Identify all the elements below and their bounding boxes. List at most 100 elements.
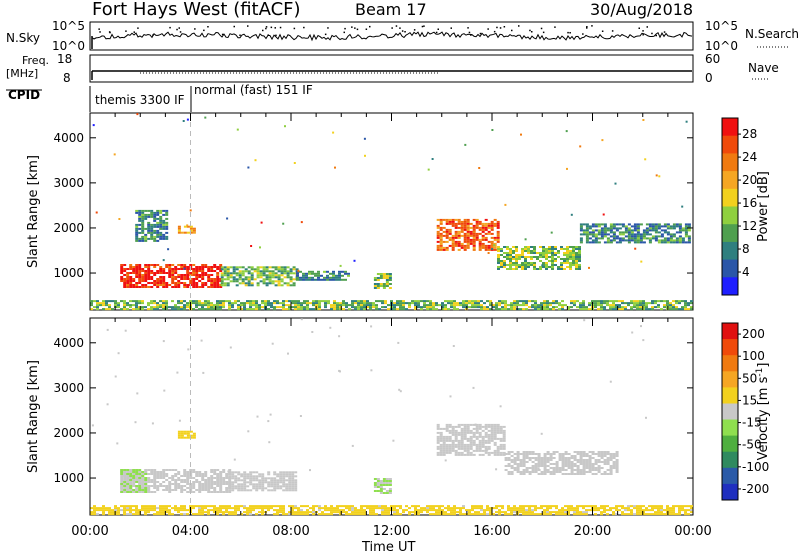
velocity-data-cell	[147, 485, 151, 487]
velocity-data-cell	[123, 489, 127, 491]
power-data-cell	[207, 308, 210, 311]
velocity-data-cell	[162, 485, 166, 487]
power-data-cell	[198, 308, 201, 311]
velocity-data-cell	[423, 507, 426, 510]
power-data-cell	[678, 302, 681, 305]
power-data-cell	[363, 308, 366, 311]
power-data-cell	[615, 229, 619, 232]
power-data-cell	[399, 306, 402, 309]
velocity-data-cell	[525, 453, 529, 455]
power-data-cell	[195, 274, 199, 276]
power-data-cell	[542, 248, 545, 250]
velocity-data-cell	[255, 477, 259, 480]
velocity-data-cell	[555, 507, 558, 510]
power-data-cell	[645, 233, 649, 236]
velocity-data-cell	[564, 465, 568, 467]
velocity-data-cell	[192, 491, 196, 493]
velocity-data-cell	[228, 479, 232, 481]
velocity-data-cell	[585, 509, 588, 512]
velocity-data-cell	[499, 445, 503, 448]
velocity-data-cell	[213, 489, 217, 491]
power-data-cell	[195, 284, 199, 286]
velocity-data-cell	[525, 513, 528, 516]
power-data-cell	[135, 300, 138, 303]
power-data-cell	[141, 209, 145, 212]
velocity-data-cell	[624, 513, 627, 516]
power-data-cell	[141, 221, 145, 224]
power-data-cell	[466, 230, 470, 233]
power-data-cell	[302, 278, 305, 281]
power-data-cell	[579, 227, 583, 230]
velocity-data-cell	[165, 473, 169, 475]
velocity-data-cell	[513, 511, 516, 514]
power-data-cell	[332, 276, 335, 279]
velocity-data-cell	[267, 489, 271, 492]
velocity-data-cell	[237, 473, 241, 476]
power-data-cell	[135, 268, 139, 270]
velocity-data-cell	[600, 505, 603, 508]
power-data-cell	[256, 272, 260, 275]
x-tick-label: 20:00	[574, 524, 611, 539]
power-data-cell	[588, 241, 592, 244]
velocity-data-cell	[639, 511, 642, 514]
power-data-cell	[306, 304, 309, 307]
power-data-cell	[465, 302, 468, 305]
velocity-data-cell	[192, 505, 195, 508]
power-data-cell	[615, 223, 619, 226]
velocity-data-cell	[606, 459, 610, 461]
velocity-data-cell	[255, 489, 259, 492]
power-data-cell	[453, 306, 456, 309]
velocity-data-cell	[381, 511, 384, 514]
power-data-cell	[448, 244, 452, 247]
velocity-data-cell	[445, 439, 449, 442]
power-data-cell	[216, 300, 219, 303]
velocity-data-cell	[255, 479, 259, 482]
power-data-cell	[493, 242, 497, 245]
velocity-data-cell	[168, 511, 171, 514]
power-data-cell	[222, 304, 225, 307]
power-colorbar-swatch	[722, 171, 738, 190]
velocity-data-cell	[382, 484, 386, 486]
power-data-cell	[338, 274, 341, 277]
velocity-data-cell	[219, 481, 223, 483]
power-data-cell	[633, 239, 637, 242]
power-data-cell	[147, 209, 151, 212]
power-data-cell	[687, 308, 690, 311]
velocity-data-cell	[294, 485, 298, 488]
velocity-data-cell	[519, 507, 522, 510]
power-data-cell	[159, 266, 163, 268]
velocity-data-cell	[615, 513, 618, 516]
power-data-cell	[333, 304, 336, 307]
power-data-cell	[192, 264, 196, 266]
power-data-cell	[216, 280, 220, 282]
power-data-cell	[280, 266, 284, 269]
velocity-scatter-point	[449, 395, 452, 398]
velocity-data-cell	[466, 447, 470, 450]
velocity-data-cell	[490, 431, 494, 434]
velocity-data-cell	[463, 431, 467, 434]
velocity-colorbar-frame	[721, 322, 739, 501]
power-data-cell	[141, 239, 145, 242]
power-data-cell	[138, 302, 141, 305]
power-scatter-point	[427, 168, 430, 171]
power-data-cell	[186, 306, 189, 309]
velocity-data-cell	[513, 507, 516, 510]
power-data-cell	[120, 308, 123, 311]
power-data-cell	[250, 282, 254, 285]
velocity-data-cell	[528, 505, 531, 508]
power-data-cell	[153, 219, 157, 222]
power-data-cell	[153, 225, 157, 228]
power-data-cell	[268, 276, 272, 279]
power-data-cell	[657, 231, 661, 234]
velocity-data-cell	[502, 443, 506, 446]
power-data-cell	[471, 302, 474, 305]
velocity-data-cell	[246, 507, 249, 510]
velocity-data-cell	[129, 471, 133, 473]
velocity-data-cell	[303, 505, 306, 508]
velocity-data-cell	[376, 478, 380, 480]
power-data-cell	[183, 274, 187, 276]
power-data-region	[373, 273, 392, 289]
velocity-data-cell	[417, 511, 420, 514]
velocity-data-cell	[186, 513, 189, 516]
velocity-data-cell	[267, 509, 270, 512]
